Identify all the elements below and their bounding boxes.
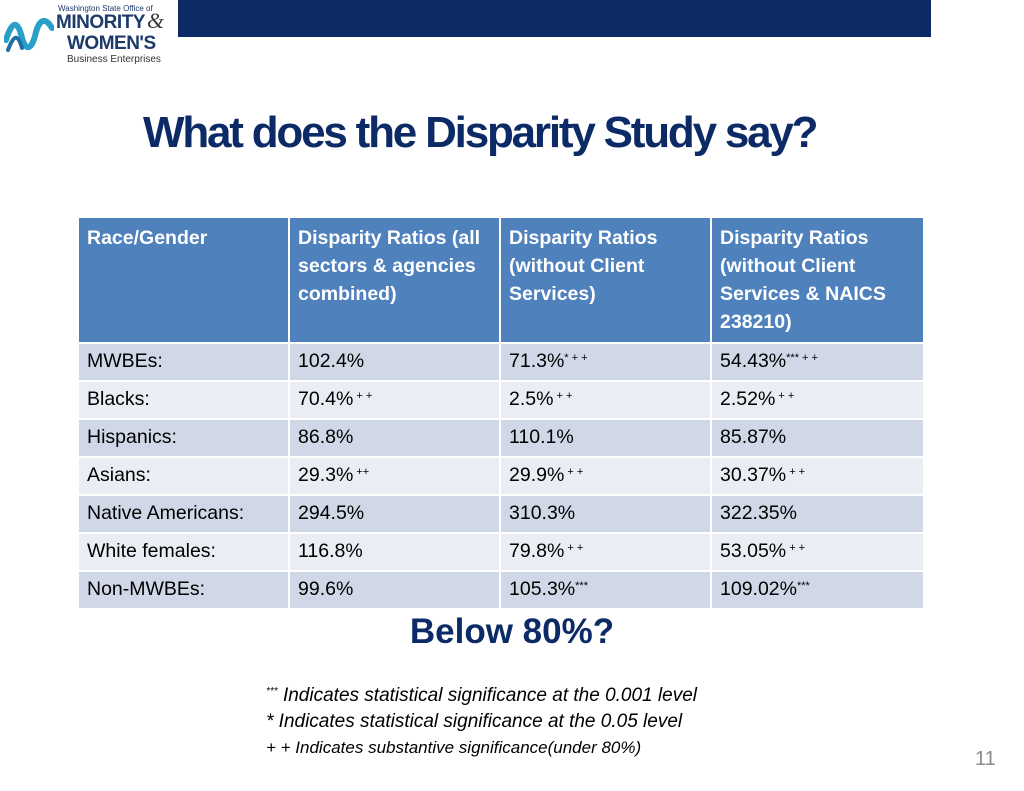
ratio-cell: 99.6% xyxy=(288,570,501,610)
table-row: Native Americans: 294.5% 310.3% 322.35% xyxy=(77,494,925,534)
table-row: Hispanics: 86.8% 110.1% 85.87% xyxy=(77,418,925,458)
table-row: MWBEs: 102.4% 71.3%* + + 54.43%*** + + xyxy=(77,342,925,382)
ratio-cell: 105.3%*** xyxy=(499,570,712,610)
ratio-cell: 310.3% xyxy=(499,494,712,534)
below-80-question: Below 80%? xyxy=(409,612,615,651)
ratio-cell: 29.9% + + xyxy=(499,456,712,496)
ratio-cell: 2.5% + + xyxy=(499,380,712,420)
table-row: Blacks: 70.4% + + 2.5% + + 2.52% + + xyxy=(77,380,925,420)
ratio-cell: 102.4% xyxy=(288,342,501,382)
table-row: Asians: 29.3% ++ 29.9% + + 30.37% + + xyxy=(77,456,925,496)
header-race-gender: Race/Gender xyxy=(77,216,290,344)
top-banner-bar xyxy=(178,0,931,37)
ratio-cell: 110.1% xyxy=(499,418,712,458)
footnote-005: * Indicates statistical significance at … xyxy=(266,711,683,732)
slide-title: What does the Disparity Study say? xyxy=(143,108,819,157)
ratio-cell: 30.37% + + xyxy=(710,456,925,496)
table-header-row: Race/Gender Disparity Ratios (all sector… xyxy=(77,216,925,344)
row-label: Hispanics: xyxy=(77,418,290,458)
row-label: Blacks: xyxy=(77,380,290,420)
ratio-cell: 85.87% xyxy=(710,418,925,458)
ratio-cell: 70.4% + + xyxy=(288,380,501,420)
wave-logo-icon xyxy=(4,18,54,52)
row-label: MWBEs: xyxy=(77,342,290,382)
logo-line-business: Business Enterprises xyxy=(67,54,161,65)
footnotes: *** Indicates statistical significance a… xyxy=(266,683,697,761)
ratio-cell: 29.3% ++ xyxy=(288,456,501,496)
ratio-cell: 53.05% + + xyxy=(710,532,925,572)
ratio-cell: 109.02%*** xyxy=(710,570,925,610)
ratio-cell: 116.8% xyxy=(288,532,501,572)
row-label: Asians: xyxy=(77,456,290,496)
logo-small-text: Washington State Office of xyxy=(58,4,153,13)
table-row: White females: 116.8% 79.8% + + 53.05% +… xyxy=(77,532,925,572)
footnote-001: *** Indicates statistical significance a… xyxy=(266,685,697,706)
ratio-cell: 79.8% + + xyxy=(499,532,712,572)
logo-ampersand: & xyxy=(147,8,165,33)
ratio-cell: 2.52% + + xyxy=(710,380,925,420)
ratio-cell: 71.3%* + + xyxy=(499,342,712,382)
ratio-cell: 86.8% xyxy=(288,418,501,458)
logo-line-minority: MINORITY xyxy=(56,12,145,33)
logo-line-womens: WOMEN'S xyxy=(67,33,156,54)
header-without-client-services: Disparity Ratios (without Client Service… xyxy=(499,216,712,344)
row-label: White females: xyxy=(77,532,290,572)
ratio-cell: 54.43%*** + + xyxy=(710,342,925,382)
omwbe-logo: Washington State Office of MINORITY & WO… xyxy=(4,2,179,68)
footnote-substantive: + + Indicates substantive significance(u… xyxy=(266,738,642,757)
header-all-sectors: Disparity Ratios (all sectors & agencies… xyxy=(288,216,501,344)
table-row: Non-MWBEs: 99.6% 105.3%*** 109.02%*** xyxy=(77,570,925,610)
disparity-ratios-table: Race/Gender Disparity Ratios (all sector… xyxy=(77,216,925,610)
page-number: 11 xyxy=(975,748,996,770)
header-without-client-services-naics: Disparity Ratios (without Client Service… xyxy=(710,216,925,344)
row-label: Native Americans: xyxy=(77,494,290,534)
ratio-cell: 294.5% xyxy=(288,494,501,534)
row-label: Non-MWBEs: xyxy=(77,570,290,610)
ratio-cell: 322.35% xyxy=(710,494,925,534)
